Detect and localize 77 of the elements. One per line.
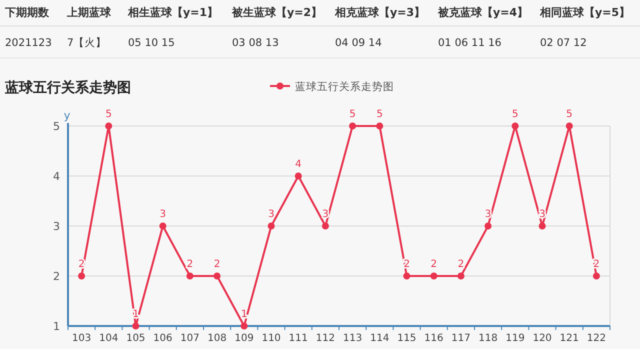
point — [538, 222, 546, 230]
point — [132, 322, 140, 330]
data-label: 1 — [240, 309, 248, 320]
y-tick-label: 5 — [53, 120, 60, 133]
point — [105, 122, 112, 130]
point — [592, 272, 600, 280]
x-tick-label: 121 — [560, 333, 579, 344]
text: 04 09 14 — [335, 37, 382, 49]
y-tick-label: 2 — [53, 270, 60, 283]
data-label: 5 — [105, 109, 112, 120]
point — [566, 122, 573, 130]
x-tick-label: 122 — [586, 333, 606, 344]
text: 被克蓝球【y=4】 — [437, 6, 528, 19]
data-label: 5 — [376, 109, 383, 120]
x-tick-label: 111 — [288, 333, 308, 344]
data-label: 3 — [160, 209, 166, 220]
data-label: 2 — [458, 259, 464, 270]
point — [403, 272, 410, 280]
x-tick-label: 108 — [208, 333, 227, 344]
text: 02 07 12 — [540, 37, 587, 49]
x-tick-label: 119 — [506, 333, 525, 344]
point — [349, 122, 356, 130]
data-label: 4 — [295, 159, 302, 170]
point — [214, 272, 221, 280]
text: 2021123 — [5, 37, 52, 49]
text: 03 08 13 — [232, 37, 279, 49]
x-tick-label: 114 — [370, 333, 390, 344]
data-label: 3 — [268, 209, 274, 220]
point — [484, 222, 492, 230]
data-label: 2 — [214, 259, 220, 270]
data-label: 5 — [349, 109, 356, 120]
x-tick-label: 116 — [424, 333, 444, 344]
x-tick-label: 104 — [99, 333, 118, 344]
x-tick-label: 120 — [532, 333, 552, 344]
data-label: 2 — [430, 259, 438, 270]
text: 05 10 15 — [128, 37, 175, 49]
point — [268, 222, 275, 230]
x-tick-label: 105 — [126, 333, 146, 344]
y-tick-label: 1 — [53, 320, 60, 333]
y-axis-title: y — [64, 109, 71, 122]
chart-title: 蓝球五行关系走势图 — [4, 79, 131, 96]
point — [430, 272, 438, 280]
x-tick-label: 115 — [397, 333, 416, 344]
data-label: 5 — [512, 109, 518, 120]
legend-label: 蓝球五行关系走势图 — [295, 80, 394, 93]
data-label: 5 — [566, 109, 573, 120]
data-label: 3 — [484, 209, 492, 220]
point — [376, 122, 384, 130]
point — [512, 122, 519, 130]
text: 上期蓝球 — [66, 6, 112, 19]
point — [457, 272, 464, 280]
y-tick-label: 3 — [53, 220, 60, 233]
x-tick-label: 110 — [262, 333, 281, 344]
x-tick-label: 113 — [343, 333, 362, 344]
point — [322, 222, 329, 230]
point — [159, 222, 166, 230]
text: 01 06 11 16 — [438, 37, 502, 49]
data-label: 3 — [322, 209, 329, 220]
x-tick-label: 106 — [153, 333, 172, 344]
x-tick-label: 112 — [316, 333, 335, 344]
data-label: 2 — [186, 259, 194, 270]
y-tick-label: 4 — [53, 170, 60, 183]
text: 相生蓝球【y=1】 — [127, 6, 218, 19]
point — [186, 272, 194, 280]
text: 被生蓝球【y=2】 — [231, 6, 322, 19]
x-tick-label: 109 — [234, 333, 254, 344]
x-tick-label: 118 — [478, 333, 498, 344]
point — [78, 272, 86, 280]
point — [294, 172, 302, 180]
x-tick-label: 103 — [72, 333, 92, 344]
x-tick-label: 117 — [451, 333, 470, 344]
text: 相同蓝球【y=5】 — [539, 6, 630, 19]
x-tick-label: 107 — [180, 333, 200, 344]
text: 相克蓝球【y=3】 — [334, 6, 426, 19]
text: 7【火】 — [67, 36, 107, 49]
point — [240, 322, 248, 330]
text: 下期期数 — [4, 6, 50, 19]
